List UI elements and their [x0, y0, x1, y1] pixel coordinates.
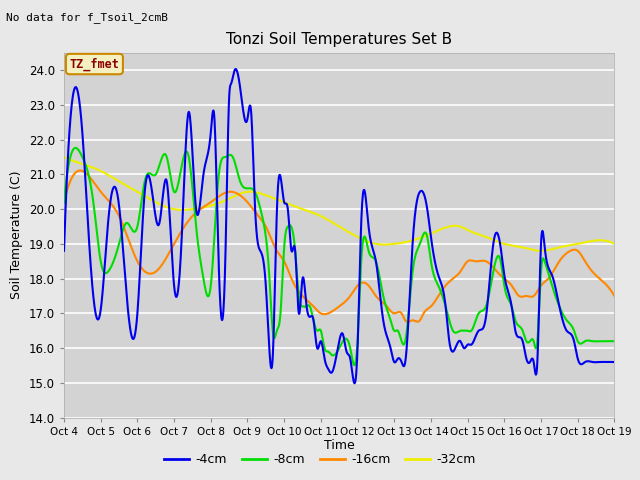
Text: TZ_fmet: TZ_fmet	[70, 58, 120, 71]
Title: Tonzi Soil Temperatures Set B: Tonzi Soil Temperatures Set B	[226, 33, 452, 48]
Legend: -4cm, -8cm, -16cm, -32cm: -4cm, -8cm, -16cm, -32cm	[159, 448, 481, 471]
Y-axis label: Soil Temperature (C): Soil Temperature (C)	[10, 171, 23, 300]
Text: No data for f_Tsoil_2cmB: No data for f_Tsoil_2cmB	[6, 12, 168, 23]
X-axis label: Time: Time	[324, 439, 355, 453]
